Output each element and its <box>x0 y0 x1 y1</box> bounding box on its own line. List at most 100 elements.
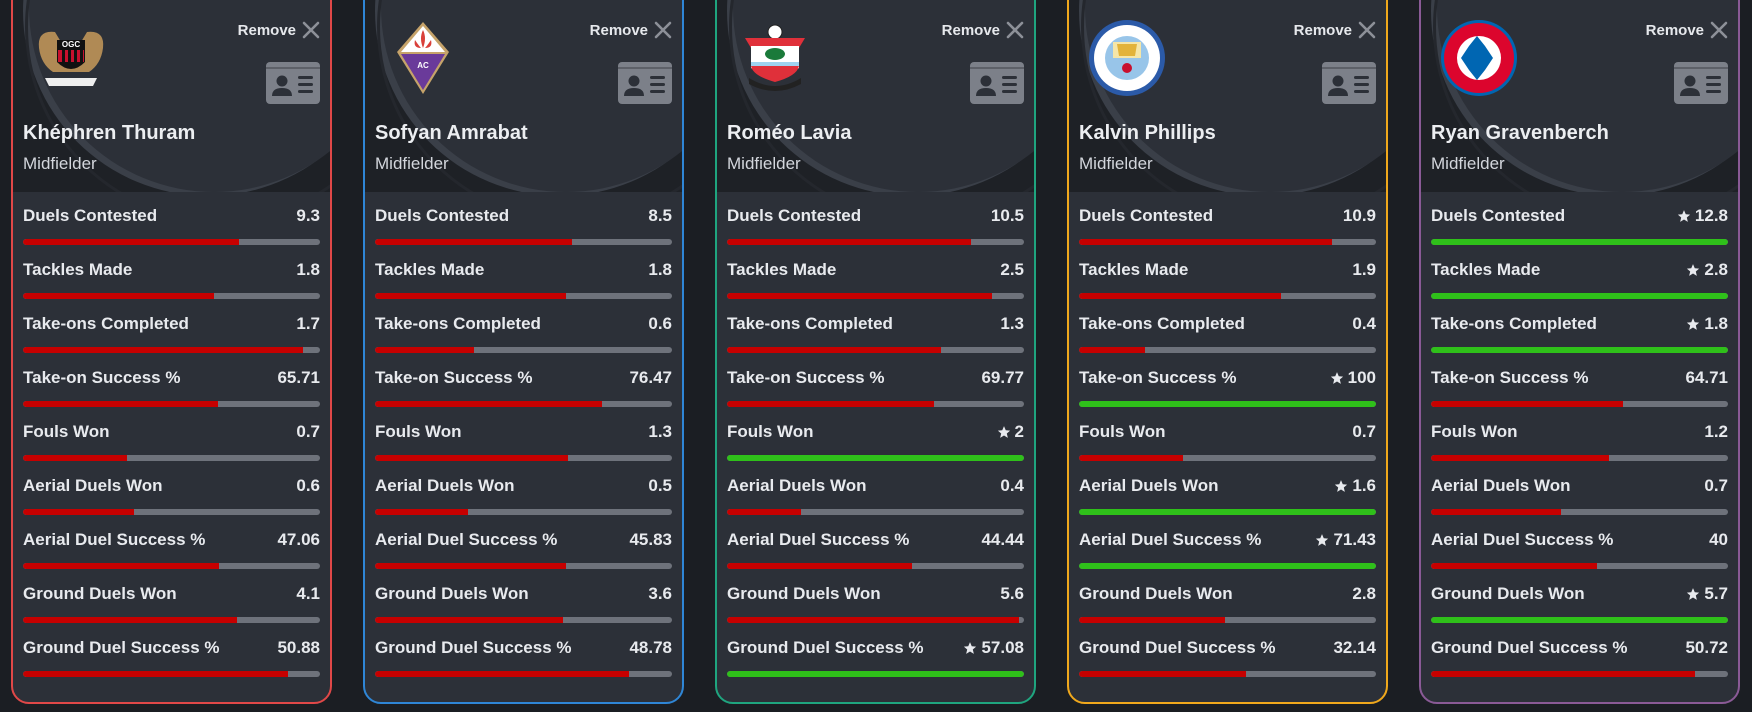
stat-bar-track <box>1431 563 1728 569</box>
stat-row: Fouls Won 0.7 <box>1079 422 1376 476</box>
stat-label: Ground Duel Success % <box>23 638 220 657</box>
stat-bar-fill <box>23 617 237 623</box>
remove-button[interactable]: Remove <box>238 21 320 39</box>
stat-value-text: 48.78 <box>629 638 672 657</box>
stat-row: Ground Duel Success % 50.72 <box>1431 638 1728 692</box>
stat-value-text: 1.3 <box>1000 314 1024 333</box>
stat-value-text: 12.8 <box>1694 206 1728 225</box>
stat-bar-fill <box>23 671 288 677</box>
stat-value: 1.2 <box>1704 422 1728 442</box>
stat-value: 0.7 <box>296 422 320 442</box>
stat-label: Aerial Duels Won <box>1079 476 1219 495</box>
player-card-2: AC Remove Sofyan Amrabat Midfielder Duel… <box>363 0 684 704</box>
stat-row: Fouls Won 0.7 <box>23 422 320 476</box>
bayern-crest-icon <box>1439 18 1519 98</box>
stat-bar-fill <box>727 347 942 353</box>
stat-label: Fouls Won <box>1079 422 1166 441</box>
stat-bar-track <box>375 347 672 353</box>
stat-row: Take-on Success % 65.71 <box>23 368 320 422</box>
stat-bar-track <box>23 239 320 245</box>
stat-value: 0.6 <box>296 476 320 496</box>
stat-value: 5.6 <box>1000 584 1024 604</box>
stat-bar-track <box>375 671 672 677</box>
stat-bar-track <box>375 455 672 461</box>
stat-bar-fill <box>727 293 993 299</box>
remove-label: Remove <box>237 21 296 39</box>
star-icon <box>997 426 1010 438</box>
stat-bar-track <box>1079 617 1376 623</box>
stat-bar-fill <box>375 347 474 353</box>
stat-bar-track <box>23 347 320 353</box>
card-header: AC Remove <box>365 0 682 192</box>
card-header: Remove <box>1421 0 1738 192</box>
stat-value-text: 1.8 <box>1704 314 1728 333</box>
stat-row: Duels Contested 12.8 <box>1431 206 1728 260</box>
player-profile-icon[interactable] <box>1674 62 1728 104</box>
remove-button[interactable]: Remove <box>942 21 1024 39</box>
stat-bar-track <box>1079 239 1376 245</box>
stat-row: Ground Duel Success % 57.08 <box>727 638 1024 692</box>
player-card-4: Remove Kalvin Phillips Midfielder Duels … <box>1067 0 1388 704</box>
stat-label: Take-on Success % <box>1079 368 1237 387</box>
stat-row: Ground Duels Won 5.7 <box>1431 584 1728 638</box>
stats-list: Duels Contested 9.3 Tackles Made 1.8 Take-on… <box>23 206 320 692</box>
stat-value: 69.77 <box>981 368 1024 388</box>
stat-value: 40 <box>1709 530 1728 550</box>
stat-row: Take-ons Completed 1.7 <box>23 314 320 368</box>
player-profile-icon[interactable] <box>618 62 672 104</box>
stat-row: Take-ons Completed 1.3 <box>727 314 1024 368</box>
stat-bar-fill <box>375 401 603 407</box>
stat-label: Aerial Duel Success % <box>23 530 206 549</box>
stat-bar-track <box>1431 239 1728 245</box>
star-icon <box>1335 480 1348 492</box>
remove-button[interactable]: Remove <box>1294 21 1376 39</box>
player-position: Midfielder <box>375 154 449 173</box>
remove-button[interactable]: Remove <box>1646 21 1728 39</box>
stat-value: 2.8 <box>1352 584 1376 604</box>
stat-label: Take-on Success % <box>375 368 533 387</box>
stat-bar-fill <box>1079 563 1376 569</box>
stat-value-text: 4.1 <box>296 584 320 603</box>
stat-label: Tackles Made <box>1079 260 1189 279</box>
stat-bar-track <box>23 563 320 569</box>
stat-row: Aerial Duels Won 0.4 <box>727 476 1024 530</box>
stat-value: 2.8 <box>1686 260 1728 280</box>
stat-bar-fill <box>1431 293 1728 299</box>
player-profile-icon[interactable] <box>266 62 320 104</box>
stat-value-text: 0.6 <box>296 476 320 495</box>
stat-bar-fill <box>727 401 935 407</box>
stat-label: Duels Contested <box>727 206 862 225</box>
player-profile-icon[interactable] <box>1322 62 1376 104</box>
stat-bar-fill <box>23 509 135 515</box>
stat-bar-track <box>23 293 320 299</box>
stat-label: Take-ons Completed <box>1079 314 1245 333</box>
remove-label: Remove <box>1293 21 1352 39</box>
player-profile-icon[interactable] <box>970 62 1024 104</box>
stat-value: 45.83 <box>629 530 672 550</box>
svg-text:OGC: OGC <box>62 40 80 49</box>
player-card-3: Remove Roméo Lavia Midfielder Duels Cont… <box>715 0 1036 704</box>
stat-value: 65.71 <box>277 368 320 388</box>
remove-button[interactable]: Remove <box>590 21 672 39</box>
stat-label: Duels Contested <box>375 206 510 225</box>
stat-bar-fill <box>727 239 971 245</box>
remove-label: Remove <box>1645 21 1704 39</box>
stat-label: Take-ons Completed <box>1431 314 1597 333</box>
stat-value-text: 8.5 <box>648 206 672 225</box>
player-card-5: Remove Ryan Gravenberch Midfielder Duels… <box>1419 0 1740 704</box>
stat-value: 1.6 <box>1334 476 1376 496</box>
stat-bar-fill <box>727 509 802 515</box>
stat-bar-fill <box>23 239 239 245</box>
stat-bar-fill <box>1431 563 1598 569</box>
southampton-crest-icon <box>735 18 815 98</box>
stat-value-text: 50.72 <box>1685 638 1728 657</box>
stat-bar-track <box>1079 509 1376 515</box>
stat-value-text: 2.8 <box>1704 260 1728 279</box>
stat-bar-fill <box>1079 617 1225 623</box>
stat-bar-track <box>727 509 1024 515</box>
stat-bar-fill <box>1079 455 1183 461</box>
stat-row: Take-ons Completed 1.8 <box>1431 314 1728 368</box>
stat-value-text: 1.8 <box>648 260 672 279</box>
stat-row: Take-on Success % 69.77 <box>727 368 1024 422</box>
close-icon <box>654 21 672 39</box>
